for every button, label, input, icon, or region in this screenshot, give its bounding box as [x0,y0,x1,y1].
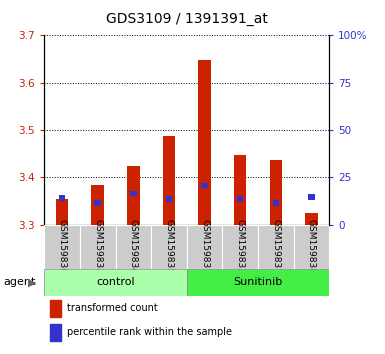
Bar [59,195,65,201]
Text: ▶: ▶ [28,277,36,287]
Text: agent: agent [4,277,36,287]
Bar [44,269,187,296]
Bar [92,184,104,225]
Bar [237,196,243,201]
Bar [163,136,175,225]
Text: GSM159830: GSM159830 [58,219,67,274]
Bar [223,225,258,269]
Bar [80,225,116,269]
Bar [151,225,187,269]
Bar [273,200,279,206]
Text: GSM159831: GSM159831 [200,219,209,274]
Bar [44,225,80,269]
Bar [201,183,208,188]
Bar [127,166,139,225]
Bar [130,191,137,196]
Bar [270,160,282,225]
Bar [166,196,172,201]
Text: control: control [96,277,135,287]
Text: GSM159835: GSM159835 [164,219,173,274]
Text: percentile rank within the sample: percentile rank within the sample [67,327,232,337]
Text: GSM159837: GSM159837 [271,219,280,274]
Bar [234,155,246,225]
Text: GSM159838: GSM159838 [307,219,316,274]
Bar [198,60,211,225]
Bar [305,213,318,225]
Bar [258,225,294,269]
Text: GSM159834: GSM159834 [129,219,138,274]
Text: GDS3109 / 1391391_at: GDS3109 / 1391391_at [106,12,268,27]
Text: Sunitinib: Sunitinib [233,277,283,287]
Bar [187,269,329,296]
Text: GSM159833: GSM159833 [93,219,102,274]
Bar [293,225,329,269]
Bar [116,225,151,269]
Bar [56,199,68,225]
Bar [187,225,223,269]
Text: GSM159832: GSM159832 [236,219,244,274]
Bar [308,194,315,200]
Text: transformed count: transformed count [67,303,157,313]
Bar [94,200,101,206]
